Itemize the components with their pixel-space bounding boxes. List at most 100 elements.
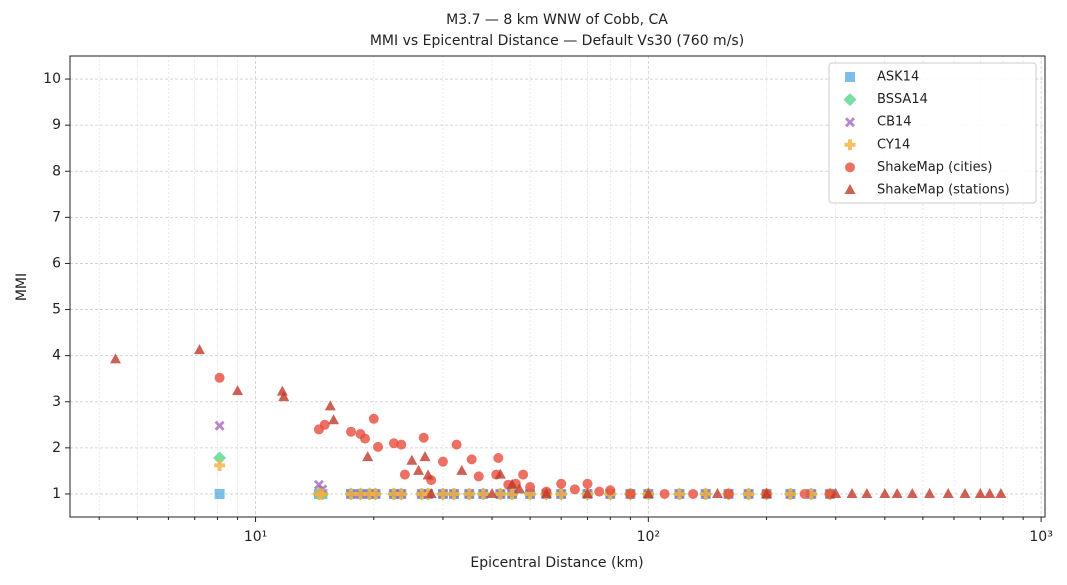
point — [214, 488, 225, 499]
point — [463, 488, 475, 500]
point — [214, 459, 226, 471]
point — [784, 488, 796, 500]
legend-marker — [845, 72, 855, 82]
y-tick-label: 6 — [52, 255, 61, 271]
point — [506, 478, 518, 489]
y-axis-label: MMI — [14, 273, 30, 301]
point — [213, 451, 227, 465]
point — [494, 468, 506, 479]
point — [316, 488, 328, 500]
point — [761, 487, 773, 498]
point — [924, 487, 936, 498]
point — [486, 487, 498, 498]
point — [363, 488, 375, 500]
legend-box — [828, 62, 1037, 204]
point — [448, 488, 460, 500]
point — [319, 419, 330, 430]
point — [540, 487, 552, 498]
point — [425, 487, 437, 498]
point — [437, 456, 448, 467]
point — [354, 488, 366, 500]
point — [642, 487, 654, 498]
point — [399, 469, 410, 480]
point — [673, 488, 685, 500]
point — [743, 488, 755, 500]
point — [959, 487, 971, 498]
point — [688, 488, 699, 499]
point — [276, 385, 288, 396]
point — [368, 413, 379, 424]
x-tick-label: 10³ — [1029, 529, 1052, 545]
point — [799, 488, 810, 499]
y-tick-label: 7 — [52, 209, 61, 225]
point — [214, 420, 225, 431]
point — [569, 484, 580, 495]
point — [518, 469, 529, 480]
point — [625, 488, 636, 499]
y-tick-label: 1 — [52, 486, 61, 502]
y-tick-label: 5 — [52, 302, 61, 318]
chart-title: M3.7 — 8 km WNW of Cobb, CA — [446, 12, 668, 28]
legend-marker — [844, 184, 856, 194]
point — [396, 439, 407, 450]
point — [861, 487, 873, 498]
legend-label: CB14 — [877, 115, 912, 130]
point — [473, 471, 484, 482]
point — [360, 433, 371, 444]
point — [805, 488, 817, 500]
point — [524, 488, 536, 500]
point — [555, 488, 567, 500]
plot-points — [109, 344, 1007, 501]
point — [723, 488, 734, 499]
point — [879, 487, 891, 498]
point — [582, 478, 593, 489]
point — [906, 487, 918, 498]
point — [451, 439, 462, 450]
legend-label: BSSA14 — [877, 92, 928, 107]
point — [711, 487, 723, 498]
point — [556, 478, 567, 489]
chart-subtitle: MMI vs Epicentral Distance — Default Vs3… — [370, 33, 744, 49]
point — [514, 483, 526, 494]
legend-label: ShakeMap (cities) — [877, 160, 992, 175]
x-tick-label: 10² — [637, 529, 660, 545]
x-tick-label: 10¹ — [244, 529, 267, 545]
point — [345, 488, 357, 500]
y-tick-label: 3 — [52, 394, 61, 410]
point — [995, 487, 1007, 498]
point — [700, 488, 712, 500]
point — [846, 487, 858, 498]
point — [388, 438, 399, 449]
point — [278, 391, 290, 402]
point — [581, 487, 593, 498]
legend-label: CY14 — [877, 137, 910, 152]
point — [369, 488, 381, 500]
point — [605, 485, 616, 496]
point — [372, 441, 383, 452]
point — [830, 487, 842, 498]
point — [232, 385, 244, 396]
point — [194, 344, 206, 355]
point — [419, 451, 431, 462]
legend-marker — [843, 93, 857, 107]
point — [493, 452, 504, 463]
y-tick-label: 2 — [52, 440, 61, 456]
point — [974, 487, 986, 498]
x-axis-label: Epicentral Distance (km) — [470, 555, 643, 571]
point — [984, 487, 996, 498]
point — [942, 487, 954, 498]
y-tick-label: 10 — [43, 71, 61, 87]
legend-label: ASK14 — [877, 70, 919, 85]
point — [477, 488, 489, 500]
point — [416, 488, 428, 500]
point — [594, 486, 605, 497]
y-tick-label: 9 — [52, 117, 61, 133]
point — [422, 469, 434, 480]
point — [328, 414, 340, 425]
legend-marker — [844, 139, 856, 151]
point — [214, 372, 225, 383]
y-tick-label: 4 — [52, 348, 61, 364]
point — [324, 400, 336, 411]
point — [362, 451, 374, 462]
